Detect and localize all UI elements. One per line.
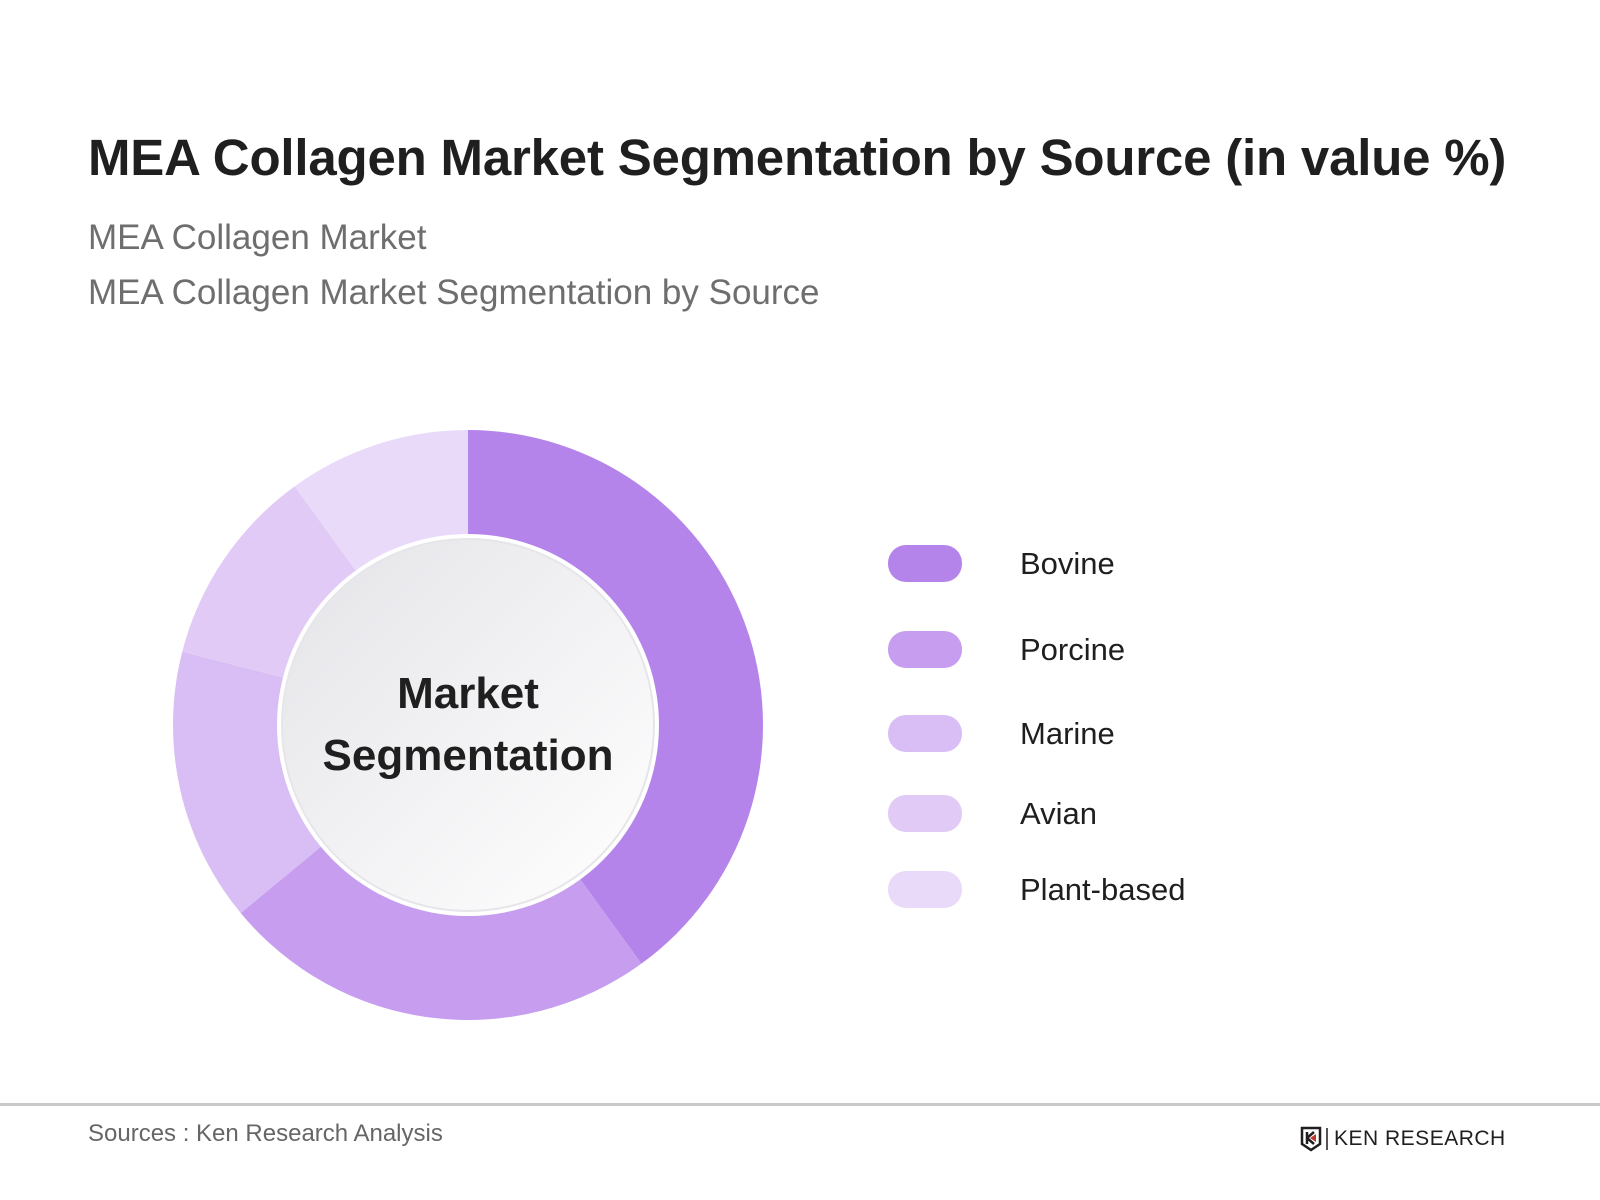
legend-swatch-porcine [888, 631, 962, 668]
footer-divider [0, 1103, 1600, 1106]
legend-swatch-plant-based [888, 871, 962, 908]
center-label: Market Segmentation [278, 535, 658, 915]
legend-item-marine: Marine [888, 715, 1288, 752]
center-label-line2: Segmentation [322, 731, 614, 780]
ken-research-logo: KEN RESEARCH [1300, 1125, 1506, 1153]
logo-text: KEN RESEARCH [1334, 1127, 1506, 1150]
center-disc [281, 538, 655, 912]
legend-item-plant-based: Plant-based [888, 871, 1288, 908]
legend-swatch-avian [888, 795, 962, 832]
subtitle-segmentation: MEA Collagen Market Segmentation by Sour… [88, 273, 820, 312]
donut-svg [173, 430, 763, 1020]
donut-chart: Market Segmentation [168, 425, 768, 1025]
legend-item-porcine: Porcine [888, 631, 1288, 668]
legend-label-bovine: Bovine [1020, 545, 1115, 581]
subtitle-market: MEA Collagen Market [88, 218, 427, 257]
legend-label-marine: Marine [1020, 715, 1115, 751]
legend-item-avian: Avian [888, 795, 1288, 832]
legend-label-plant-based: Plant-based [1020, 871, 1186, 907]
legend-swatch-marine [888, 715, 962, 752]
source-note: Sources : Ken Research Analysis [88, 1120, 443, 1147]
chart-title: MEA Collagen Market Segmentation by Sour… [88, 129, 1507, 186]
logo-separator [1326, 1128, 1328, 1150]
legend-label-porcine: Porcine [1020, 631, 1126, 667]
center-label-line1: Market [397, 669, 539, 718]
legend-label-avian: Avian [1020, 795, 1097, 831]
ken-research-k-icon [1300, 1126, 1322, 1152]
legend-item-bovine: Bovine [888, 545, 1288, 582]
legend-swatch-bovine [888, 545, 962, 582]
